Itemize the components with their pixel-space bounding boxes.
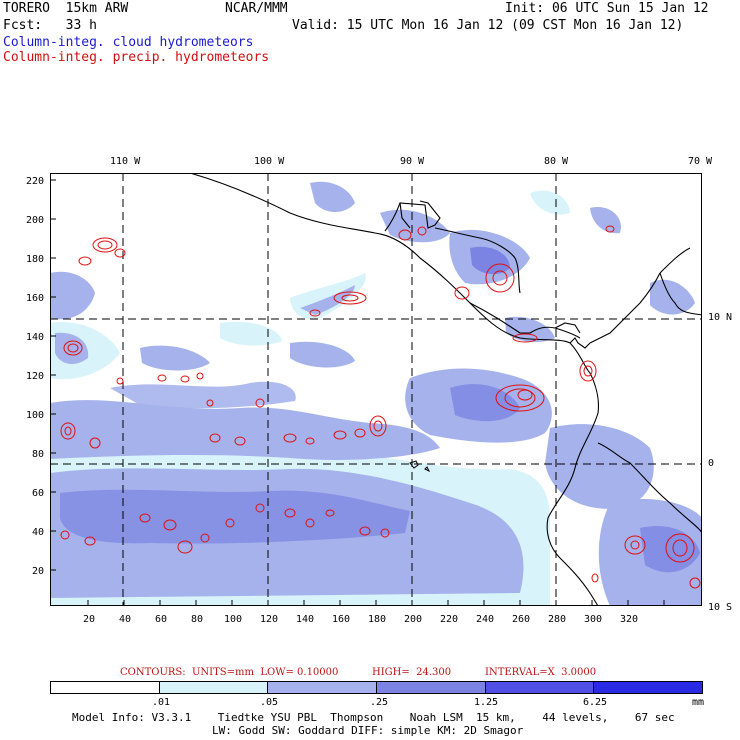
contour-info: CONTOURS: UNITS=mm LOW= 0.10000: [120, 667, 339, 678]
x-tick: 100: [224, 614, 243, 625]
y-tick: 160: [26, 293, 45, 304]
lat-label-10s: 10 S: [708, 602, 733, 613]
forecast-hour: Fcst: 33 h: [3, 18, 97, 33]
model-info: Model Info: V3.3.1 Tiedtke YSU PBL Thomp…: [72, 711, 675, 724]
org-label: NCAR/MMM: [225, 1, 288, 16]
y-tick: 60: [32, 488, 45, 499]
colorbar-label: .01: [152, 697, 171, 708]
x-tick: 40: [119, 614, 132, 625]
x-tick: 220: [440, 614, 459, 625]
y-tick: 180: [26, 254, 45, 265]
valid-time: Valid: 15 UTC Mon 16 Jan 12 (09 CST Mon …: [292, 18, 684, 33]
colorbar-label: 6.25: [583, 697, 608, 708]
field-precip-label: Column-integ. precip. hydrometeors: [3, 50, 270, 65]
lon-label-80w: 80 W: [544, 156, 569, 167]
x-tick: 160: [332, 614, 351, 625]
contour-high: HIGH= 24.300: [372, 667, 452, 678]
x-tick: 200: [404, 614, 423, 625]
init-time: Init: 06 UTC Sun 15 Jan 12: [505, 1, 709, 16]
y-tick: 100: [26, 410, 45, 421]
lat-label-10n: 10 N: [708, 312, 733, 323]
lon-label-110w: 110 W: [110, 156, 141, 167]
x-tick: 120: [260, 614, 279, 625]
contour-interval: INTERVAL=X 3.0000: [485, 667, 597, 678]
lon-label-70w: 70 W: [688, 156, 713, 167]
axis-ticks: [50, 179, 665, 606]
lat-label-0: 0: [708, 458, 715, 469]
model-physics: LW: Godd SW: Goddard DIFF: simple KM: 2D…: [212, 724, 524, 737]
color-bin: [159, 682, 269, 693]
lon-label-100w: 100 W: [254, 156, 285, 167]
x-tick: 140: [296, 614, 315, 625]
color-scale: [50, 681, 703, 694]
x-tick: 240: [476, 614, 495, 625]
coastline: [189, 173, 702, 606]
graticule: [50, 173, 702, 606]
colorbar-label: .05: [260, 697, 279, 708]
color-bin: [485, 682, 595, 693]
colorbar-units: mm: [692, 697, 705, 708]
cloud-shading: [50, 181, 702, 606]
x-tick: 60: [155, 614, 168, 625]
x-tick: 80: [191, 614, 204, 625]
x-tick: 280: [548, 614, 567, 625]
x-tick: 20: [83, 614, 96, 625]
colorbar-label: 1.25: [474, 697, 499, 708]
y-tick: 40: [32, 527, 45, 538]
colorbar-label: .25: [370, 697, 389, 708]
lon-label-90w: 90 W: [400, 156, 425, 167]
y-tick: 220: [26, 176, 45, 187]
x-tick: 180: [368, 614, 387, 625]
color-bin: [594, 682, 703, 693]
model-title: TORERO 15km ARW: [3, 1, 129, 16]
y-tick: 120: [26, 371, 45, 382]
precip-contours: [60, 225, 701, 589]
color-bin: [377, 682, 486, 693]
field-cloud-label: Column-integ. cloud hydrometeors: [3, 35, 254, 50]
y-tick: 80: [32, 449, 45, 460]
color-bin: [268, 682, 378, 693]
y-tick: 200: [26, 215, 45, 226]
color-bin: [51, 682, 160, 693]
x-tick: 320: [620, 614, 639, 625]
x-tick: 300: [584, 614, 603, 625]
weather-map: [50, 173, 702, 606]
y-tick: 20: [32, 566, 45, 577]
x-tick: 260: [512, 614, 531, 625]
y-tick: 140: [26, 332, 45, 343]
